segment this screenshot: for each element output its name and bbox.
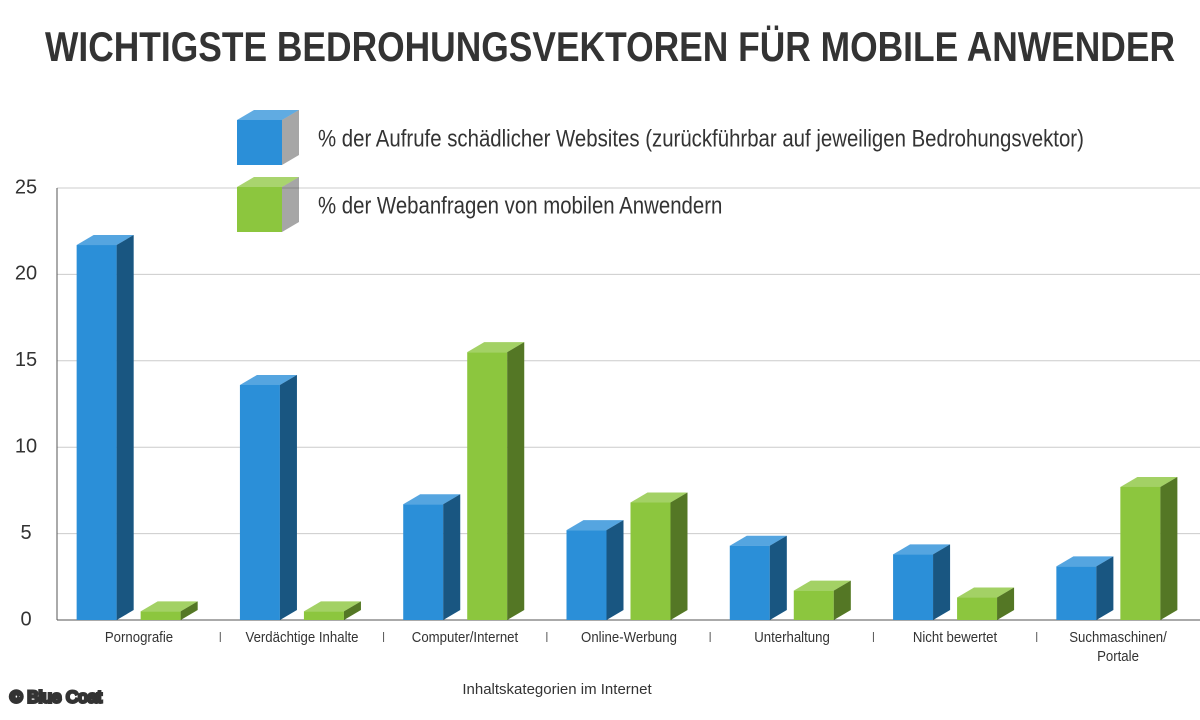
bar-top (957, 587, 1015, 598)
bar-side-shade (1096, 556, 1114, 620)
bar (403, 494, 461, 620)
bar-top (403, 494, 461, 505)
legend-swatch-front (237, 187, 282, 232)
bar-front (793, 590, 834, 620)
bar-top (76, 235, 134, 246)
bar-side (606, 520, 624, 620)
bar (467, 342, 525, 620)
bar-front (630, 502, 671, 620)
bar-side-shade (343, 601, 361, 620)
bar-side-shade (933, 544, 951, 620)
bar-front (729, 545, 770, 620)
bar-top (239, 374, 297, 385)
legend-swatch-front (237, 120, 282, 165)
y-tick-label: 25 (15, 176, 37, 198)
bar-side-shade (833, 580, 851, 620)
bar (566, 520, 624, 620)
bar-front (893, 554, 934, 620)
bar-top (566, 520, 624, 531)
bar-front (467, 352, 508, 620)
bar-side (507, 342, 525, 620)
bar (729, 535, 787, 620)
legend-label: % der Aufrufe schädlicher Websites (zurü… (318, 125, 1084, 152)
bar-side (343, 601, 361, 620)
x-tick-label: Verdächtige Inhalte (245, 629, 359, 646)
bar (893, 544, 951, 620)
bar-front (957, 597, 998, 620)
x-tick-label: Pornografie (104, 629, 173, 646)
legend-label: % der Webanfragen von mobilen Anwendern (318, 192, 722, 219)
y-tick-label: 15 (15, 349, 37, 371)
x-axis-label: Inhaltskategorien im Internet (462, 681, 652, 698)
legend-swatch (237, 177, 299, 232)
bar-top (630, 492, 688, 503)
bar-top (467, 342, 525, 353)
legend-swatch-top (237, 110, 299, 120)
bar (1056, 556, 1114, 620)
bar-side (1096, 556, 1114, 620)
x-tick-label: Online-Werbung (580, 629, 677, 646)
bar (793, 580, 851, 620)
bar-side-shade (180, 601, 198, 620)
bar (239, 374, 297, 620)
bar-side (670, 492, 688, 620)
chart-title: WICHTIGSTE BEDROHUNGSVEKTOREN FÜR MOBILE… (45, 23, 1175, 70)
legend-swatch (237, 110, 299, 165)
copyright: © Blue Coat (10, 687, 102, 706)
bar-side-shade (116, 235, 134, 621)
y-tick-label: 5 (20, 522, 31, 544)
bar-top (729, 535, 787, 546)
bar-side-shade (279, 374, 297, 620)
bar-side (933, 544, 951, 620)
bar-side-shade (443, 494, 461, 620)
bar-top (1056, 556, 1114, 567)
legend-swatch-side (282, 177, 299, 232)
bar-front (76, 245, 117, 621)
y-tick-label: 0 (20, 608, 31, 630)
bar (303, 601, 361, 620)
x-tick-label: Suchmaschinen/ Portale (1069, 629, 1168, 665)
x-tick-label: Computer/Internet (412, 629, 519, 646)
bar-top (140, 601, 198, 612)
bar-side (180, 601, 198, 620)
bar-side-shade (1160, 476, 1178, 620)
bar (630, 492, 688, 620)
bar-front (566, 530, 607, 620)
bar-side (443, 494, 461, 620)
bar-front (1120, 486, 1161, 620)
bar-front (239, 384, 280, 620)
bar-side-shade (507, 342, 525, 620)
bar (1120, 476, 1178, 620)
bar-front (303, 611, 344, 620)
bar-front (1056, 566, 1097, 620)
bar (76, 235, 134, 621)
bar-side (833, 580, 851, 620)
bar-top (793, 580, 851, 591)
y-tick-label: 10 (15, 435, 37, 457)
bar-side (1160, 476, 1178, 620)
bar-side (279, 374, 297, 620)
bar (957, 587, 1015, 620)
legend-swatch-side (282, 110, 299, 165)
legend-swatch-top (237, 177, 299, 187)
bar-side-shade (769, 535, 787, 620)
bar (140, 601, 198, 620)
bar-side-shade (997, 587, 1015, 620)
x-tick-label: Unterhaltung (753, 629, 830, 646)
bar-side (116, 235, 134, 621)
bar-side (769, 535, 787, 620)
x-tick-label: Nicht bewertet (912, 629, 998, 646)
bar-front (140, 611, 181, 620)
bar-front (403, 504, 444, 620)
bar-side-shade (670, 492, 688, 620)
bar-top (303, 601, 361, 612)
bar-side-shade (606, 520, 624, 620)
y-tick-label: 20 (15, 263, 37, 285)
bar-top (893, 544, 951, 555)
bar-top (1120, 476, 1178, 487)
bar-side (997, 587, 1015, 620)
